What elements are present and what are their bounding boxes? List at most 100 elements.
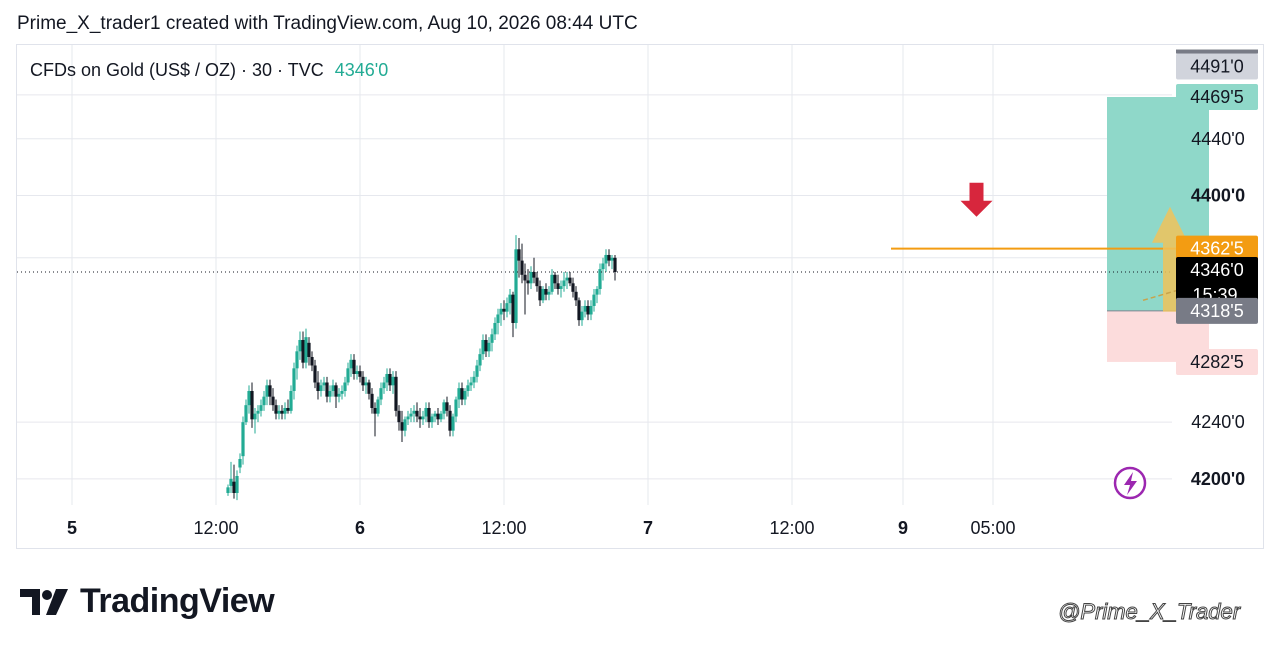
y-tick-label: 4200'0 xyxy=(1191,469,1245,489)
candle-body xyxy=(289,390,293,411)
legend-last-price: 4346'0 xyxy=(334,60,389,80)
candle xyxy=(526,269,530,295)
price-label-high[interactable]: 4491'0 xyxy=(1176,49,1258,80)
candle xyxy=(442,399,446,420)
candle xyxy=(607,249,611,267)
price-label-stop[interactable]: 4282'5 xyxy=(1176,348,1258,375)
price-label-bg xyxy=(1176,256,1258,309)
candle-body xyxy=(337,393,341,397)
candle xyxy=(451,413,455,437)
candle-body xyxy=(415,410,419,417)
y-tick-label: 4240'0 xyxy=(1191,412,1245,432)
candle xyxy=(232,464,236,499)
candle xyxy=(403,416,407,437)
candle-body xyxy=(397,410,401,423)
candle xyxy=(418,407,422,428)
candle xyxy=(340,385,344,400)
candle xyxy=(286,399,290,414)
x-tick-label: 7 xyxy=(643,518,653,538)
candle xyxy=(541,286,545,304)
candle xyxy=(229,461,233,494)
candle-body xyxy=(391,376,395,386)
candle xyxy=(553,271,557,289)
candle xyxy=(535,271,539,292)
candle-body xyxy=(496,314,500,323)
candle-body xyxy=(475,365,479,377)
candle-body xyxy=(484,339,488,352)
candle xyxy=(304,328,308,369)
candle-body xyxy=(394,376,398,411)
price-label-target[interactable]: 4469'5 xyxy=(1176,83,1258,110)
candle-body xyxy=(469,382,473,386)
candle-body xyxy=(271,396,275,406)
lightning-icon[interactable] xyxy=(1113,466,1147,500)
candle-body xyxy=(529,271,533,284)
author-watermark: @Prime_X_Trader xyxy=(1057,599,1241,625)
candle xyxy=(280,405,284,420)
candle xyxy=(322,376,326,391)
candle-body xyxy=(355,371,359,374)
candle xyxy=(517,237,521,278)
price-label-text: 4346'0 xyxy=(1190,260,1244,280)
candle-body xyxy=(514,249,518,323)
chart-overlays xyxy=(17,182,1198,312)
price-label-stop-edge[interactable]: 4318'5 xyxy=(1176,297,1258,324)
y-tick-label: 4440'0 xyxy=(1191,129,1245,149)
candle-body xyxy=(457,388,461,400)
candle-body xyxy=(232,481,236,494)
candle-body xyxy=(490,334,494,343)
candle-body xyxy=(412,410,416,414)
candle xyxy=(361,371,365,391)
candle-body xyxy=(226,487,230,494)
candle-body xyxy=(286,407,290,411)
chart-frame[interactable] xyxy=(16,44,1264,549)
candle xyxy=(433,410,437,423)
price-label-bg xyxy=(1176,83,1258,110)
candle-body xyxy=(451,416,455,431)
candle xyxy=(550,269,554,295)
candle-body xyxy=(301,339,305,363)
candle xyxy=(334,382,338,408)
x-tick-label: 5 xyxy=(67,518,77,538)
candle-body xyxy=(280,410,284,414)
candle-body xyxy=(556,283,560,289)
candle xyxy=(331,379,335,397)
candle-body xyxy=(244,405,248,423)
candle-body xyxy=(517,249,521,261)
candle-body xyxy=(406,416,410,420)
candle xyxy=(592,288,596,312)
candle xyxy=(439,410,443,423)
candle-body xyxy=(577,300,581,321)
price-label-text: 4491'0 xyxy=(1190,57,1244,77)
candle-body xyxy=(367,382,371,394)
candle-body xyxy=(409,413,413,417)
candle xyxy=(298,331,302,360)
candle xyxy=(265,379,269,406)
candle-body xyxy=(361,376,365,386)
price-label-entry[interactable]: 4362'5 xyxy=(1176,235,1258,262)
candle-body xyxy=(604,254,608,264)
candle-body xyxy=(370,393,374,408)
candle xyxy=(391,371,395,394)
candle xyxy=(514,235,518,329)
candle xyxy=(490,328,494,352)
candle-body xyxy=(613,257,617,272)
candle-body xyxy=(526,280,530,284)
candle xyxy=(598,263,602,295)
candle xyxy=(352,354,356,380)
candle-body xyxy=(403,419,407,431)
candle xyxy=(367,379,371,400)
candle xyxy=(496,308,500,335)
candle xyxy=(319,379,323,397)
candle xyxy=(499,303,503,326)
price-label-bg xyxy=(1176,53,1258,80)
candle-body xyxy=(565,277,569,281)
candle-body xyxy=(268,385,272,397)
candle xyxy=(574,286,578,306)
candle xyxy=(379,382,383,406)
candle-body xyxy=(352,359,356,374)
candle-body xyxy=(283,407,287,414)
candle xyxy=(502,300,506,321)
candle xyxy=(463,388,467,406)
